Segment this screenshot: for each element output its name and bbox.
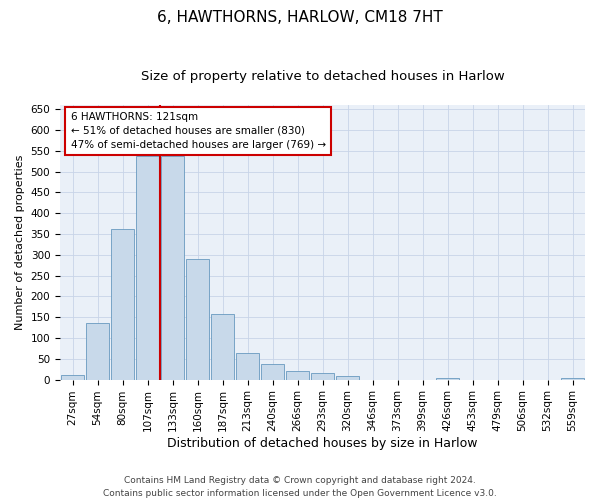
Bar [560, 378, 584, 380]
Text: 6 HAWTHORNS: 121sqm
← 51% of detached houses are smaller (830)
47% of semi-detac: 6 HAWTHORNS: 121sqm ← 51% of detached ho… [71, 112, 326, 150]
Bar [436, 378, 460, 380]
Title: Size of property relative to detached houses in Harlow: Size of property relative to detached ho… [140, 70, 505, 83]
Bar [260, 364, 284, 380]
Y-axis label: Number of detached properties: Number of detached properties [15, 154, 25, 330]
Bar [335, 376, 359, 380]
Bar [185, 259, 209, 380]
X-axis label: Distribution of detached houses by size in Harlow: Distribution of detached houses by size … [167, 437, 478, 450]
Text: Contains HM Land Registry data © Crown copyright and database right 2024.
Contai: Contains HM Land Registry data © Crown c… [103, 476, 497, 498]
Bar [311, 374, 334, 380]
Bar [61, 376, 85, 380]
Bar [110, 228, 134, 380]
Bar [211, 314, 235, 380]
Bar [236, 352, 259, 380]
Bar [286, 372, 310, 380]
Bar [86, 323, 109, 380]
Bar [136, 156, 160, 380]
Bar [161, 156, 184, 380]
Text: 6, HAWTHORNS, HARLOW, CM18 7HT: 6, HAWTHORNS, HARLOW, CM18 7HT [157, 10, 443, 25]
